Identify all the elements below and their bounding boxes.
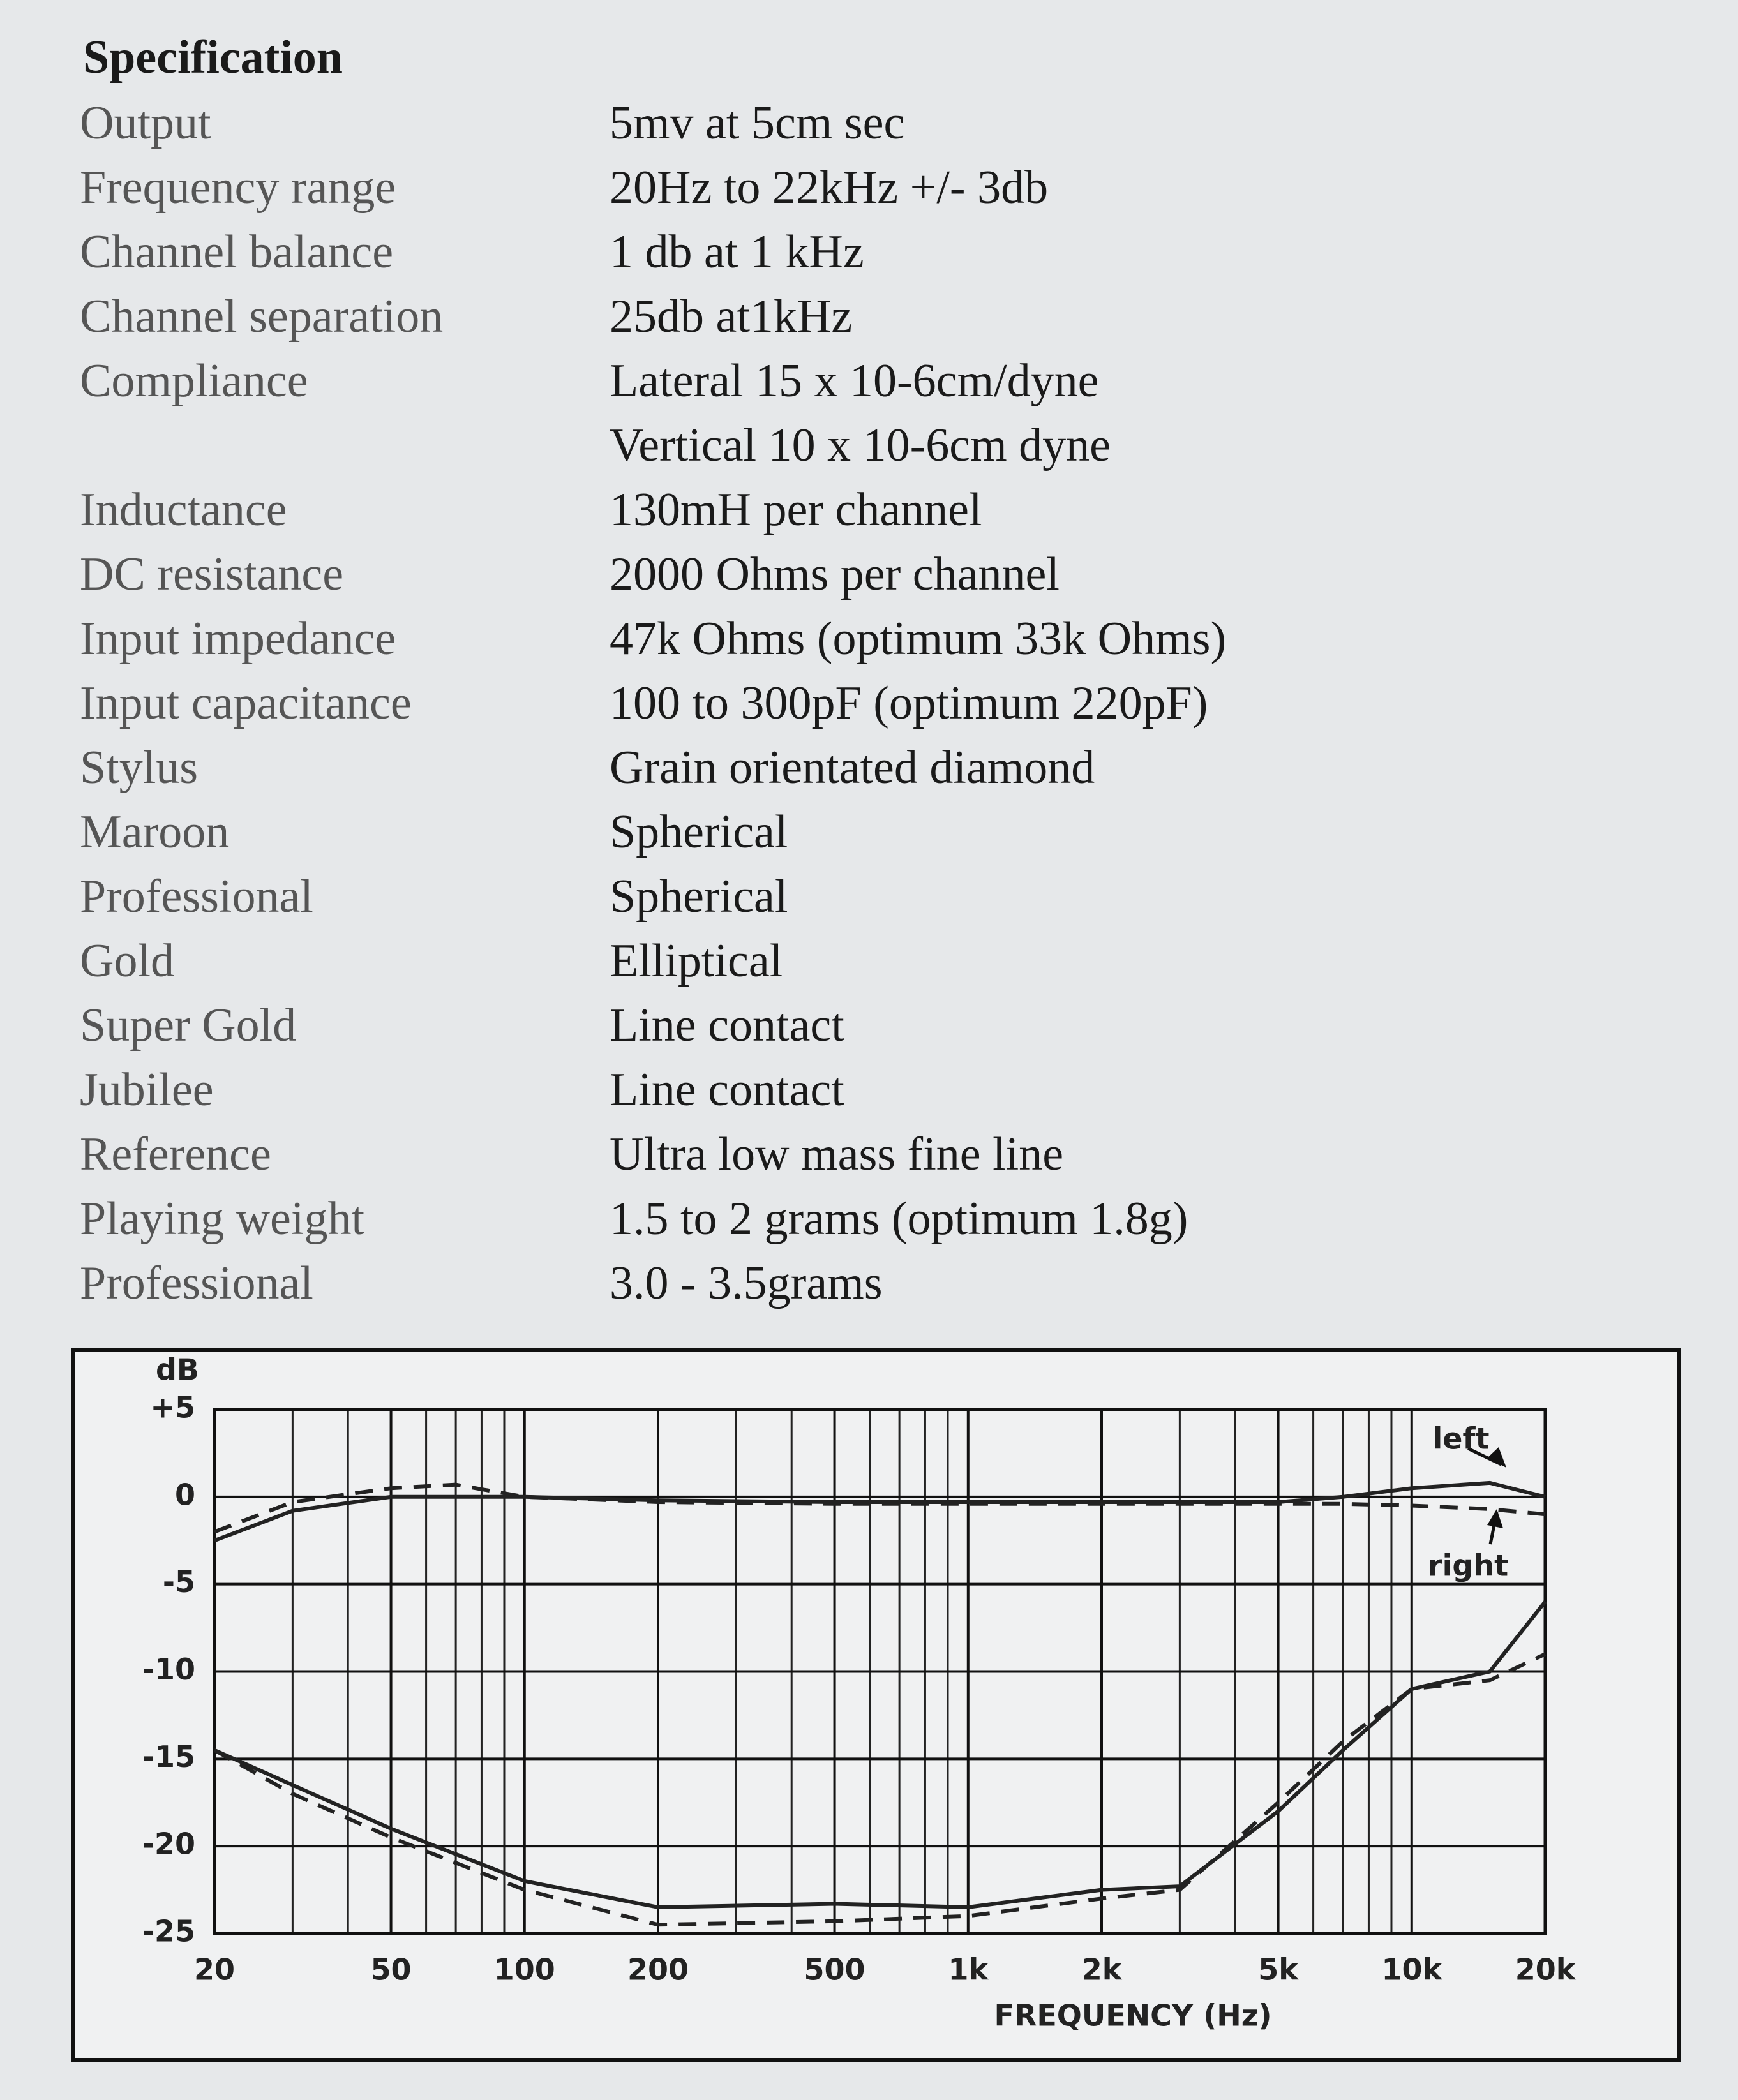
- spec-label: Input capacitance: [80, 677, 412, 729]
- x-tick-label: 500: [804, 1953, 865, 1987]
- spec-value: 3.0 - 3.5grams: [610, 1257, 883, 1309]
- x-tick-label: 10k: [1381, 1953, 1442, 1987]
- spec-value: 2000 Ohms per channel: [610, 548, 1060, 600]
- arrow: [1467, 1447, 1502, 1466]
- spec-value: Grain orientated diamond: [610, 741, 1095, 794]
- y-tick-label: -15: [142, 1739, 195, 1774]
- arrow: [1488, 1512, 1499, 1545]
- spec-label: Output: [80, 97, 211, 149]
- spec-value: 1.5 to 2 grams (optimum 1.8g): [610, 1193, 1188, 1245]
- y-tick-label: +5: [150, 1390, 195, 1425]
- spec-value: 5mv at 5cm sec: [610, 97, 904, 149]
- spec-label: Gold: [80, 935, 174, 987]
- x-axis-label: FREQUENCY (Hz): [994, 1999, 1271, 2033]
- spec-value: Spherical: [610, 806, 788, 858]
- spec-label: Input impedance: [80, 613, 396, 665]
- y-tick-label: -20: [142, 1827, 195, 1861]
- spec-value: Vertical 10 x 10-6cm dyne: [610, 419, 1111, 472]
- spec-title: Specification: [83, 31, 343, 84]
- y-tick-label: -5: [163, 1565, 195, 1599]
- spec-value: Elliptical: [610, 935, 783, 987]
- arrow: [1487, 1447, 1506, 1468]
- spec-label: Playing weight: [80, 1193, 364, 1245]
- spec-label: Professional: [80, 870, 313, 923]
- spec-value: 25db at1kHz: [610, 290, 852, 343]
- y-tick-label: -25: [142, 1914, 195, 1949]
- spec-label: Channel separation: [80, 290, 443, 343]
- spec-value: 20Hz to 22kHz +/- 3db: [610, 161, 1048, 214]
- x-tick-label: 5k: [1258, 1953, 1299, 1987]
- y-tick-label: -10: [142, 1652, 195, 1687]
- spec-label: DC resistance: [80, 548, 343, 600]
- spec-label: Inductance: [80, 484, 287, 536]
- y-tick-label: 0: [175, 1477, 195, 1512]
- x-tick-label: 200: [627, 1953, 689, 1987]
- annotation: right: [1428, 1549, 1508, 1583]
- spec-label: Reference: [80, 1128, 271, 1180]
- spec-value: 100 to 300pF (optimum 220pF): [610, 677, 1208, 729]
- spec-value: Line contact: [610, 999, 844, 1052]
- annotation: left: [1433, 1422, 1490, 1456]
- spec-label: Super Gold: [80, 999, 296, 1052]
- x-tick-label: 20k: [1515, 1953, 1577, 1987]
- x-tick-label: 20: [194, 1953, 235, 1987]
- spec-value: 47k Ohms (optimum 33k Ohms): [610, 613, 1226, 665]
- spec-value: 130mH per channel: [610, 484, 982, 536]
- series-line: [213, 1482, 1546, 1534]
- spec-label: Maroon: [80, 806, 229, 858]
- spec-label: Frequency range: [80, 161, 396, 214]
- spec-value: Ultra low mass fine line: [610, 1128, 1063, 1180]
- spec-value: Line contact: [610, 1064, 844, 1116]
- x-tick-label: 100: [494, 1953, 555, 1987]
- spec-label: Professional: [80, 1257, 313, 1309]
- spec-label: Compliance: [80, 355, 308, 407]
- spec-label: Channel balance: [80, 226, 393, 278]
- x-tick-label: 1k: [948, 1953, 989, 1987]
- series-line: [213, 1652, 1547, 1927]
- spec-label: Jubilee: [80, 1064, 214, 1116]
- x-tick-label: 50: [371, 1953, 412, 1987]
- series-line: [213, 1480, 1546, 1543]
- spec-value: Spherical: [610, 870, 788, 923]
- spec-value: 1 db at 1 kHz: [610, 226, 864, 278]
- spec-label: Stylus: [80, 741, 198, 794]
- x-tick-label: 2k: [1082, 1953, 1123, 1987]
- y-axis-label: dB: [156, 1353, 199, 1387]
- spec-value: Lateral 15 x 10-6cm/dyne: [610, 355, 1098, 407]
